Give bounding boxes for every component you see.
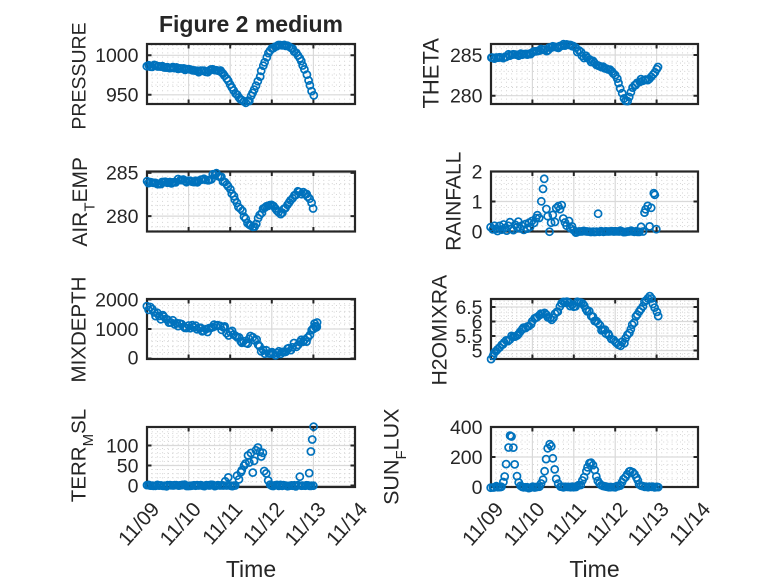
svg-text:THETA: THETA [419, 38, 444, 109]
svg-text:5: 5 [472, 340, 483, 362]
svg-text:6.5: 6.5 [455, 297, 482, 319]
svg-text:1000: 1000 [95, 319, 139, 341]
svg-text:0: 0 [472, 477, 483, 499]
svg-text:Figure 2 medium: Figure 2 medium [159, 11, 343, 37]
svg-text:100: 100 [106, 435, 139, 457]
svg-text:2000: 2000 [95, 289, 139, 311]
svg-text:Time: Time [226, 556, 276, 582]
svg-text:200: 200 [450, 447, 483, 469]
svg-text:6: 6 [472, 311, 483, 333]
svg-text:280: 280 [450, 86, 483, 108]
svg-text:950: 950 [106, 85, 139, 107]
svg-text:1000: 1000 [95, 45, 139, 67]
svg-text:MIXDEPTH: MIXDEPTH [67, 277, 90, 383]
svg-text:50: 50 [117, 455, 139, 477]
svg-text:0: 0 [472, 221, 483, 243]
svg-text:285: 285 [450, 45, 483, 67]
svg-text:2: 2 [472, 161, 483, 183]
svg-text:0: 0 [128, 475, 139, 497]
svg-text:1: 1 [472, 191, 483, 213]
svg-text:5.5: 5.5 [455, 326, 482, 348]
svg-text:0: 0 [128, 347, 139, 369]
svg-text:280: 280 [106, 206, 139, 228]
svg-text:400: 400 [450, 417, 483, 439]
svg-text:H2OMIXRA: H2OMIXRA [429, 274, 452, 386]
svg-text:Time: Time [569, 556, 619, 582]
svg-text:RAINFALL: RAINFALL [443, 152, 466, 251]
svg-text:285: 285 [106, 163, 139, 185]
svg-text:PRESSURE: PRESSURE [69, 22, 91, 129]
